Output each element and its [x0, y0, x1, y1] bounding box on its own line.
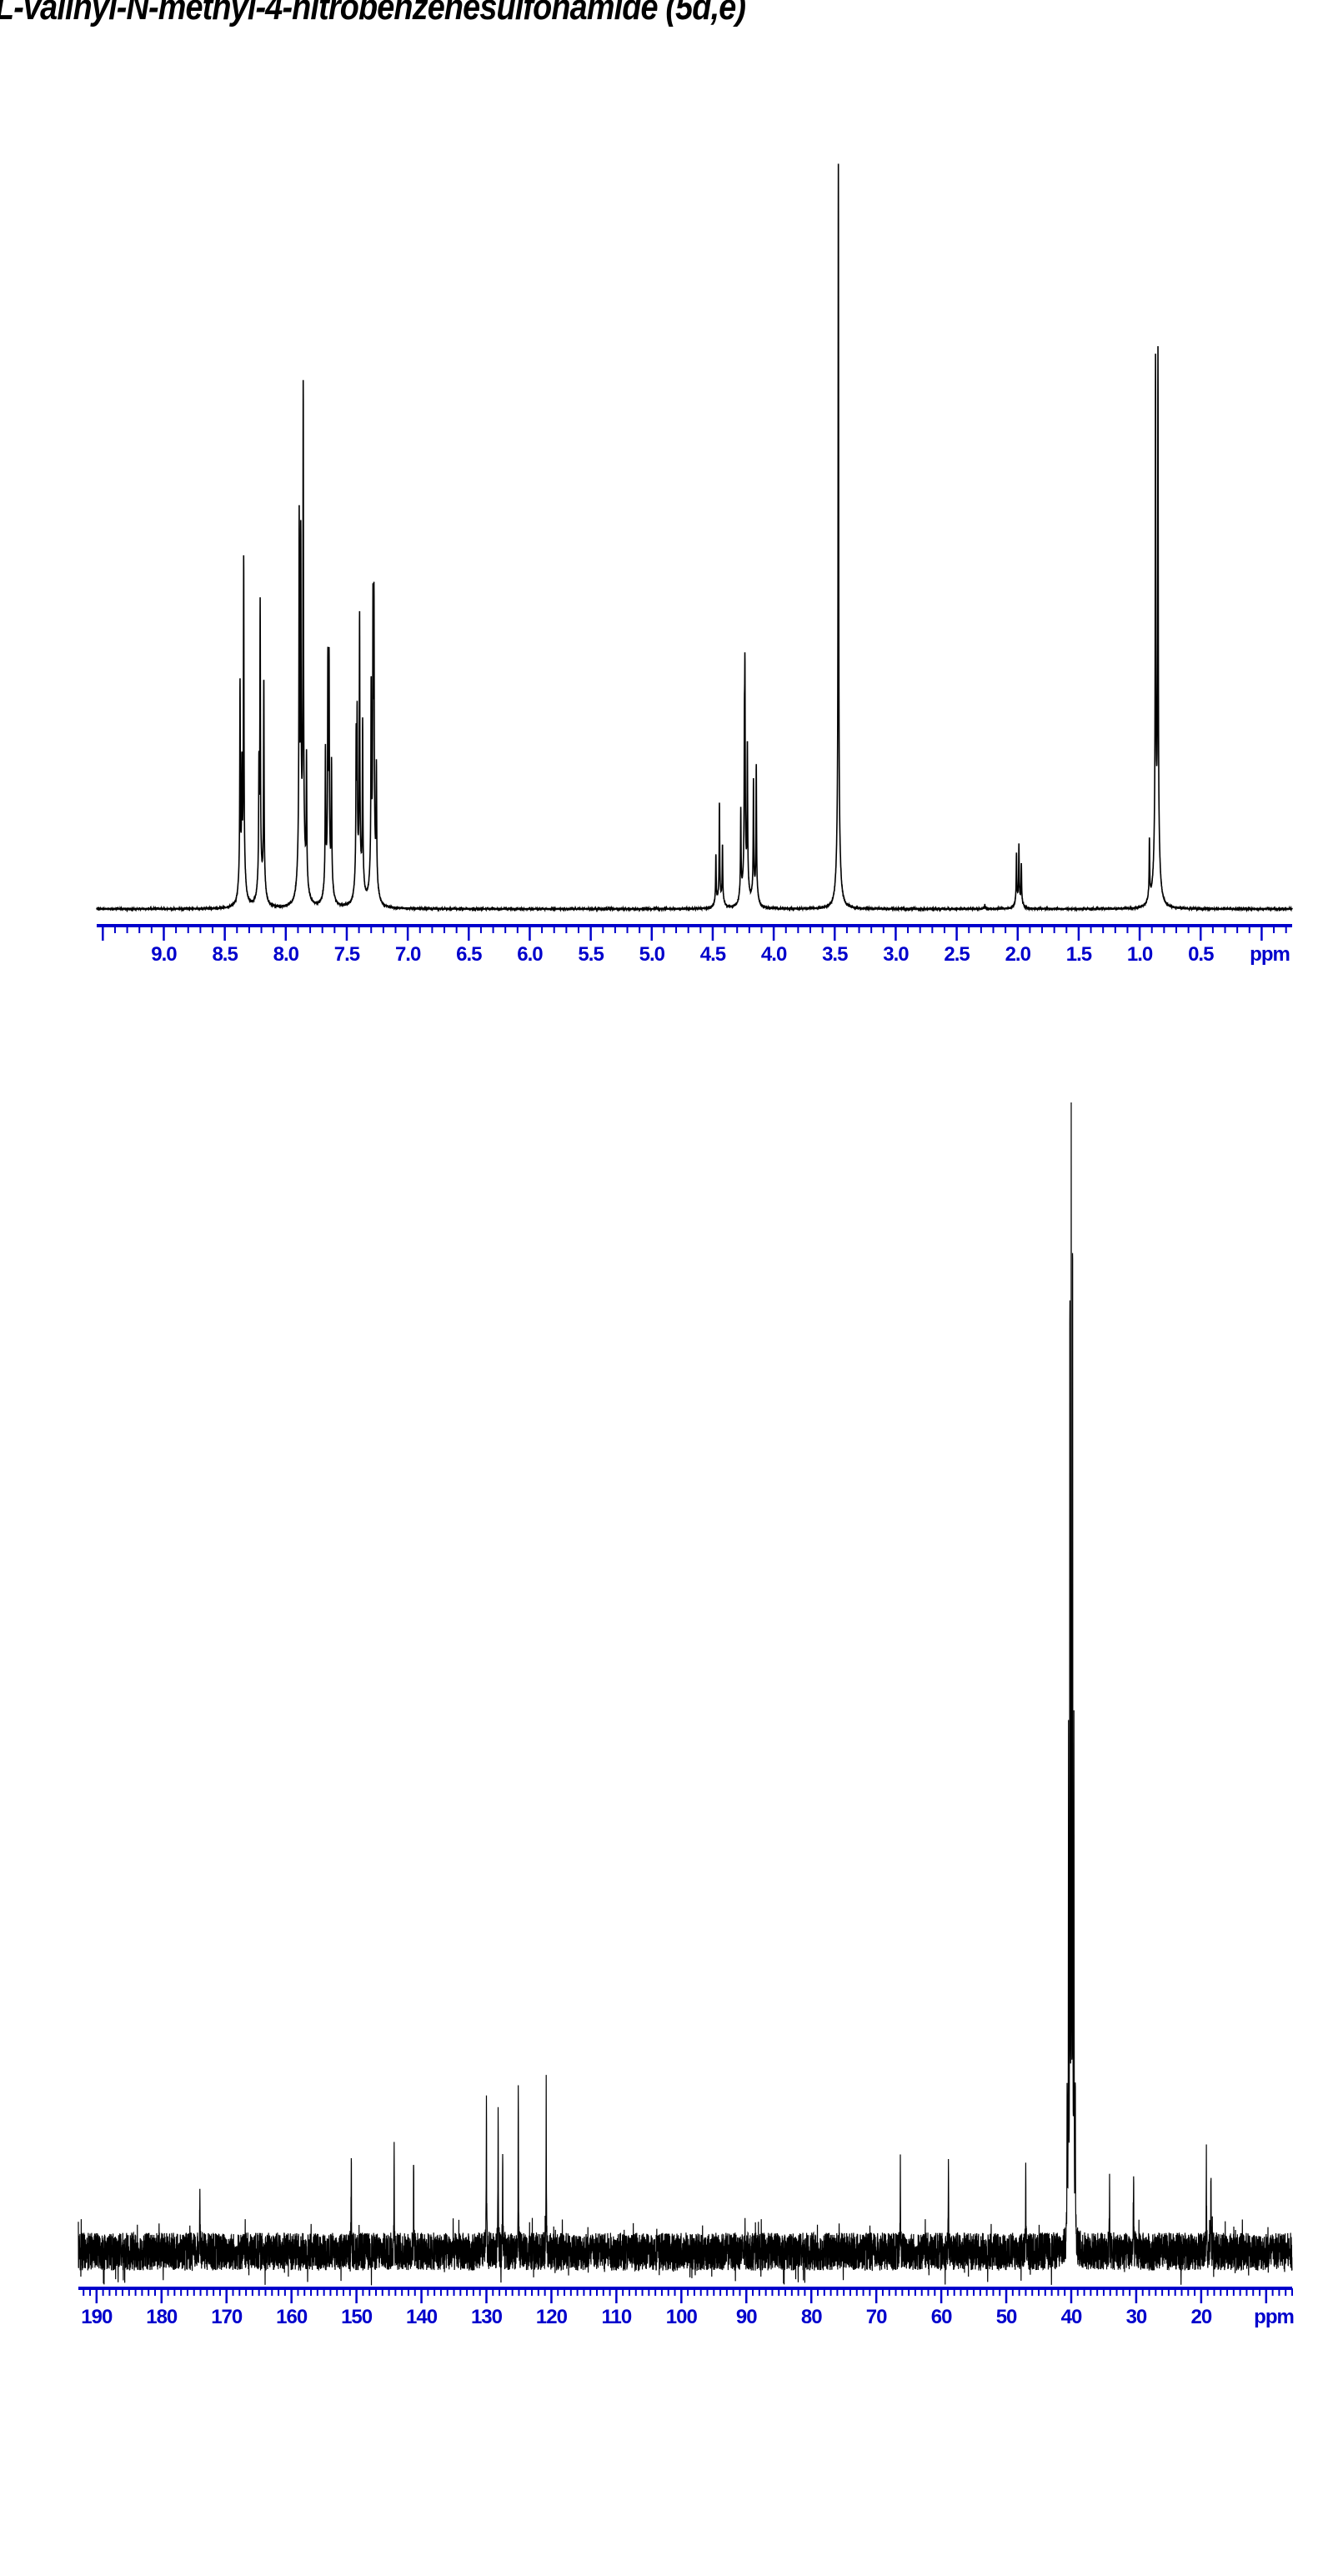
tick-label: 9.0: [151, 943, 177, 966]
tick-label: 30: [1126, 2306, 1147, 2328]
x-axis-unit-label: ppm: [1254, 2306, 1294, 2328]
tick-label: 2.0: [1005, 943, 1031, 966]
tick-label: 160: [276, 2306, 308, 2328]
tick-label: 50: [996, 2306, 1017, 2328]
tick-label: 100: [666, 2306, 698, 2328]
x-axis: 190 180 170 160 150 140 130 120 110 100 90 80 70 60 50…: [78, 2287, 1295, 2328]
spectrum-trace: [96, 163, 1293, 913]
tick-label: 6.0: [517, 943, 543, 966]
tick-label: 40: [1061, 2306, 1082, 2328]
tick-label: 1.0: [1127, 943, 1153, 966]
tick-label: 3.5: [822, 943, 848, 966]
tick-label: 190: [81, 2306, 113, 2328]
tick-label: 2.5: [944, 943, 970, 966]
carbon-nmr-spectrum: 190 180 170 160 150 140 130 120 110 100 90 80 70 60 50…: [78, 1102, 1295, 2328]
tick-label: 4.5: [700, 943, 726, 966]
tick-label: 0.5: [1188, 943, 1214, 966]
tick-label: 120: [536, 2306, 568, 2328]
x-axis-unit-label: ppm: [1250, 943, 1290, 966]
tick-label: 3.0: [883, 943, 909, 966]
tick-label: 7.0: [395, 943, 421, 966]
tick-label: 8.5: [212, 943, 238, 966]
tick-label: 4.0: [761, 943, 787, 966]
tick-label: 140: [406, 2306, 438, 2328]
x-axis: 9.0 8.5 8.0 7.5 7.0 6.5 6.0 5.5 5.0 4.5 4.0 3.5 3.0 2…: [97, 924, 1292, 966]
tick-label: 70: [866, 2306, 887, 2328]
tick-label: 8.0: [273, 943, 299, 966]
spectrum-trace: [78, 1102, 1293, 2286]
tick-label: 170: [211, 2306, 243, 2328]
tick-label: 7.5: [334, 943, 360, 966]
tick-label: 180: [146, 2306, 178, 2328]
tick-label: 1.5: [1066, 943, 1092, 966]
page-title: L-valinyl-N-methyl-4-nitrobenzenesulfona…: [0, 0, 746, 28]
tick-label: 80: [801, 2306, 822, 2328]
tick-label: 130: [471, 2306, 503, 2328]
tick-label: 6.5: [456, 943, 482, 966]
tick-label: 150: [341, 2306, 373, 2328]
tick-label: 20: [1191, 2306, 1212, 2328]
tick-label: 60: [931, 2306, 952, 2328]
proton-nmr-spectrum: 9.0 8.5 8.0 7.5 7.0 6.5 6.0 5.5 5.0 4.5 4.0 3.5 3.0 2…: [96, 163, 1293, 966]
tick-label: 5.5: [578, 943, 604, 966]
tick-label: 5.0: [639, 943, 665, 966]
tick-label: 110: [602, 2306, 632, 2328]
tick-label: 90: [736, 2306, 757, 2328]
